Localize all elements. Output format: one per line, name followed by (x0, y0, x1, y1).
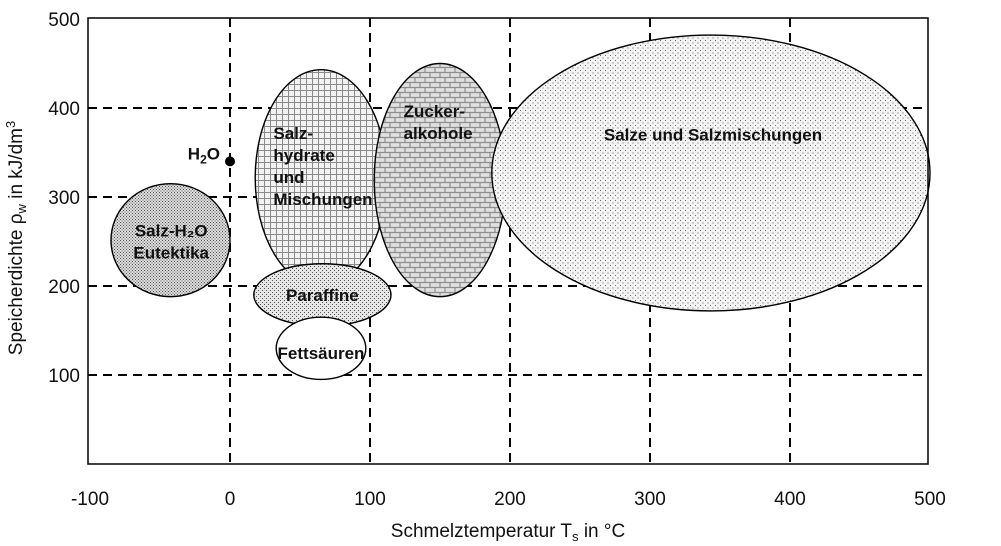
y-tick-label: 400 (48, 99, 80, 120)
x-tick-label: 0 (225, 489, 236, 510)
x-tick-label: 500 (914, 489, 946, 510)
x-tick-label: 400 (774, 489, 806, 510)
region-label-salzhydrate-und-mischungen: Salz- (273, 124, 313, 143)
region-label-salzhydrate-und-mischungen: und (273, 168, 304, 187)
region-label-salz-h2o-eutektika: Eutektika (133, 244, 209, 263)
point-label-h2o: H2O (188, 144, 220, 166)
x-axis-title: Schmelztemperatur Ts in °C (391, 521, 625, 544)
y-tick-label: 200 (48, 277, 80, 298)
y-tick-label: 500 (48, 10, 80, 31)
y-tick-label: 300 (48, 188, 80, 209)
region-zuckeralkohole (373, 62, 507, 298)
plot-frame (87, 17, 929, 465)
region-label-zuckeralkohole: Zucker- (404, 102, 465, 121)
y-tick-label: 100 (48, 366, 80, 387)
point-h2o (225, 156, 235, 167)
x-tick-label: 200 (494, 489, 526, 510)
region-label-zuckeralkohole: alkohole (404, 124, 473, 143)
region-label-salzhydrate-und-mischungen: Mischungen (273, 190, 372, 209)
region-label-paraffine: Paraffine (286, 286, 359, 305)
x-tick-label: -100 (71, 489, 109, 510)
region-label-salzhydrate-und-mischungen: hydrate (273, 146, 334, 165)
region-label-salze-und-salzmischungen: Salze und Salzmischungen (604, 126, 822, 145)
region-fetts-uren (275, 316, 367, 381)
region-salz-h2o-eutektika (110, 182, 231, 298)
x-tick-label: 300 (634, 489, 666, 510)
x-tick-label: 100 (354, 489, 386, 510)
region-salze-und-salzmischungen (491, 34, 931, 312)
y-axis-title: Speicherdichte ρw in kJ/dm3 (3, 121, 29, 355)
region-label-salz-h2o-eutektika: Salz-H₂O (135, 222, 208, 241)
region-label-fetts-uren: Fettsäuren (278, 344, 365, 363)
